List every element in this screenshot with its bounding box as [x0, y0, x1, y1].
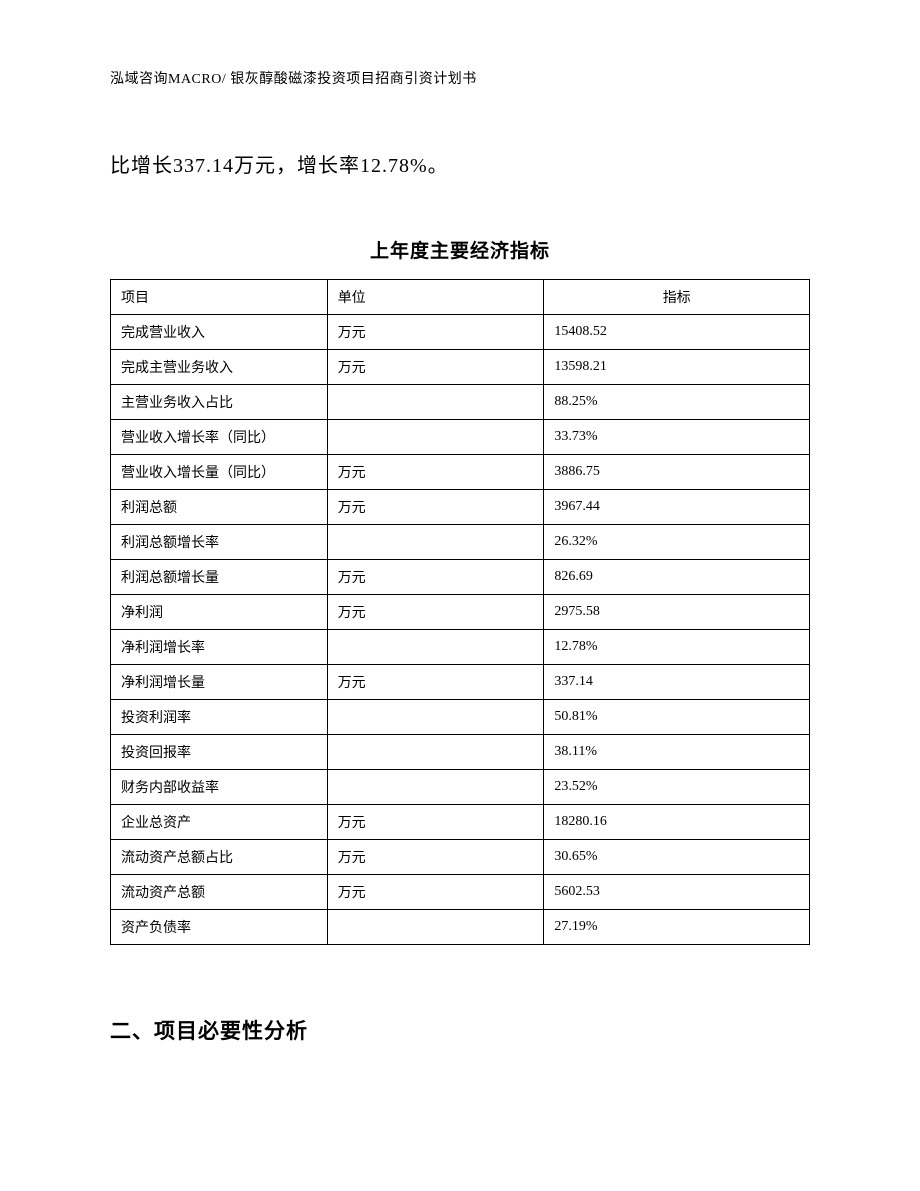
cell-project: 营业收入增长量（同比）: [111, 455, 328, 490]
cell-unit: [327, 385, 544, 420]
cell-unit: 万元: [327, 665, 544, 700]
cell-unit: [327, 910, 544, 945]
column-header-project: 项目: [111, 280, 328, 315]
table-row: 投资回报率 38.11%: [111, 735, 810, 770]
table-row: 营业收入增长率（同比） 33.73%: [111, 420, 810, 455]
table-row: 流动资产总额占比 万元 30.65%: [111, 840, 810, 875]
table-title: 上年度主要经济指标: [110, 236, 810, 263]
cell-unit: [327, 770, 544, 805]
cell-unit: [327, 525, 544, 560]
column-header-unit: 单位: [327, 280, 544, 315]
cell-value: 88.25%: [544, 385, 810, 420]
cell-value: 30.65%: [544, 840, 810, 875]
table-header-row: 项目 单位 指标: [111, 280, 810, 315]
cell-project: 投资利润率: [111, 700, 328, 735]
table-body: 完成营业收入 万元 15408.52 完成主营业务收入 万元 13598.21 …: [111, 315, 810, 945]
cell-value: 15408.52: [544, 315, 810, 350]
cell-project: 利润总额增长量: [111, 560, 328, 595]
table-row: 财务内部收益率 23.52%: [111, 770, 810, 805]
cell-value: 18280.16: [544, 805, 810, 840]
cell-value: 12.78%: [544, 630, 810, 665]
table-row: 净利润增长量 万元 337.14: [111, 665, 810, 700]
cell-unit: 万元: [327, 455, 544, 490]
table-row: 净利润 万元 2975.58: [111, 595, 810, 630]
cell-value: 27.19%: [544, 910, 810, 945]
table-row: 资产负债率 27.19%: [111, 910, 810, 945]
cell-project: 利润总额增长率: [111, 525, 328, 560]
column-header-indicator: 指标: [544, 280, 810, 315]
cell-project: 利润总额: [111, 490, 328, 525]
cell-project: 财务内部收益率: [111, 770, 328, 805]
cell-unit: 万元: [327, 350, 544, 385]
table-row: 利润总额增长量 万元 826.69: [111, 560, 810, 595]
cell-project: 净利润增长量: [111, 665, 328, 700]
cell-project: 完成营业收入: [111, 315, 328, 350]
economic-indicators-table: 项目 单位 指标 完成营业收入 万元 15408.52 完成主营业务收入 万元 …: [110, 279, 810, 945]
table-row: 流动资产总额 万元 5602.53: [111, 875, 810, 910]
cell-value: 50.81%: [544, 700, 810, 735]
document-header: 泓域咨询MACRO/ 银灰醇酸磁漆投资项目招商引资计划书: [110, 68, 810, 88]
cell-unit: [327, 700, 544, 735]
table-row: 完成主营业务收入 万元 13598.21: [111, 350, 810, 385]
cell-project: 流动资产总额: [111, 875, 328, 910]
cell-value: 2975.58: [544, 595, 810, 630]
cell-value: 38.11%: [544, 735, 810, 770]
table-row: 主营业务收入占比 88.25%: [111, 385, 810, 420]
cell-project: 完成主营业务收入: [111, 350, 328, 385]
cell-project: 资产负债率: [111, 910, 328, 945]
cell-project: 企业总资产: [111, 805, 328, 840]
cell-project: 净利润: [111, 595, 328, 630]
table-row: 利润总额 万元 3967.44: [111, 490, 810, 525]
table-row: 利润总额增长率 26.32%: [111, 525, 810, 560]
cell-project: 流动资产总额占比: [111, 840, 328, 875]
cell-value: 23.52%: [544, 770, 810, 805]
table-row: 完成营业收入 万元 15408.52: [111, 315, 810, 350]
cell-unit: 万元: [327, 315, 544, 350]
cell-value: 3967.44: [544, 490, 810, 525]
cell-value: 13598.21: [544, 350, 810, 385]
cell-unit: 万元: [327, 805, 544, 840]
cell-value: 33.73%: [544, 420, 810, 455]
cell-unit: 万元: [327, 490, 544, 525]
table-row: 投资利润率 50.81%: [111, 700, 810, 735]
table-row: 营业收入增长量（同比） 万元 3886.75: [111, 455, 810, 490]
cell-project: 主营业务收入占比: [111, 385, 328, 420]
cell-unit: 万元: [327, 875, 544, 910]
table-row: 净利润增长率 12.78%: [111, 630, 810, 665]
cell-value: 3886.75: [544, 455, 810, 490]
intro-paragraph: 比增长337.14万元，增长率12.78%。: [110, 150, 810, 182]
cell-project: 营业收入增长率（同比）: [111, 420, 328, 455]
section-heading: 二、项目必要性分析: [110, 1015, 810, 1045]
cell-unit: 万元: [327, 595, 544, 630]
table-row: 企业总资产 万元 18280.16: [111, 805, 810, 840]
cell-unit: [327, 735, 544, 770]
cell-project: 净利润增长率: [111, 630, 328, 665]
cell-unit: 万元: [327, 840, 544, 875]
cell-unit: [327, 630, 544, 665]
cell-value: 337.14: [544, 665, 810, 700]
cell-unit: [327, 420, 544, 455]
cell-value: 26.32%: [544, 525, 810, 560]
cell-unit: 万元: [327, 560, 544, 595]
cell-value: 826.69: [544, 560, 810, 595]
cell-value: 5602.53: [544, 875, 810, 910]
cell-project: 投资回报率: [111, 735, 328, 770]
